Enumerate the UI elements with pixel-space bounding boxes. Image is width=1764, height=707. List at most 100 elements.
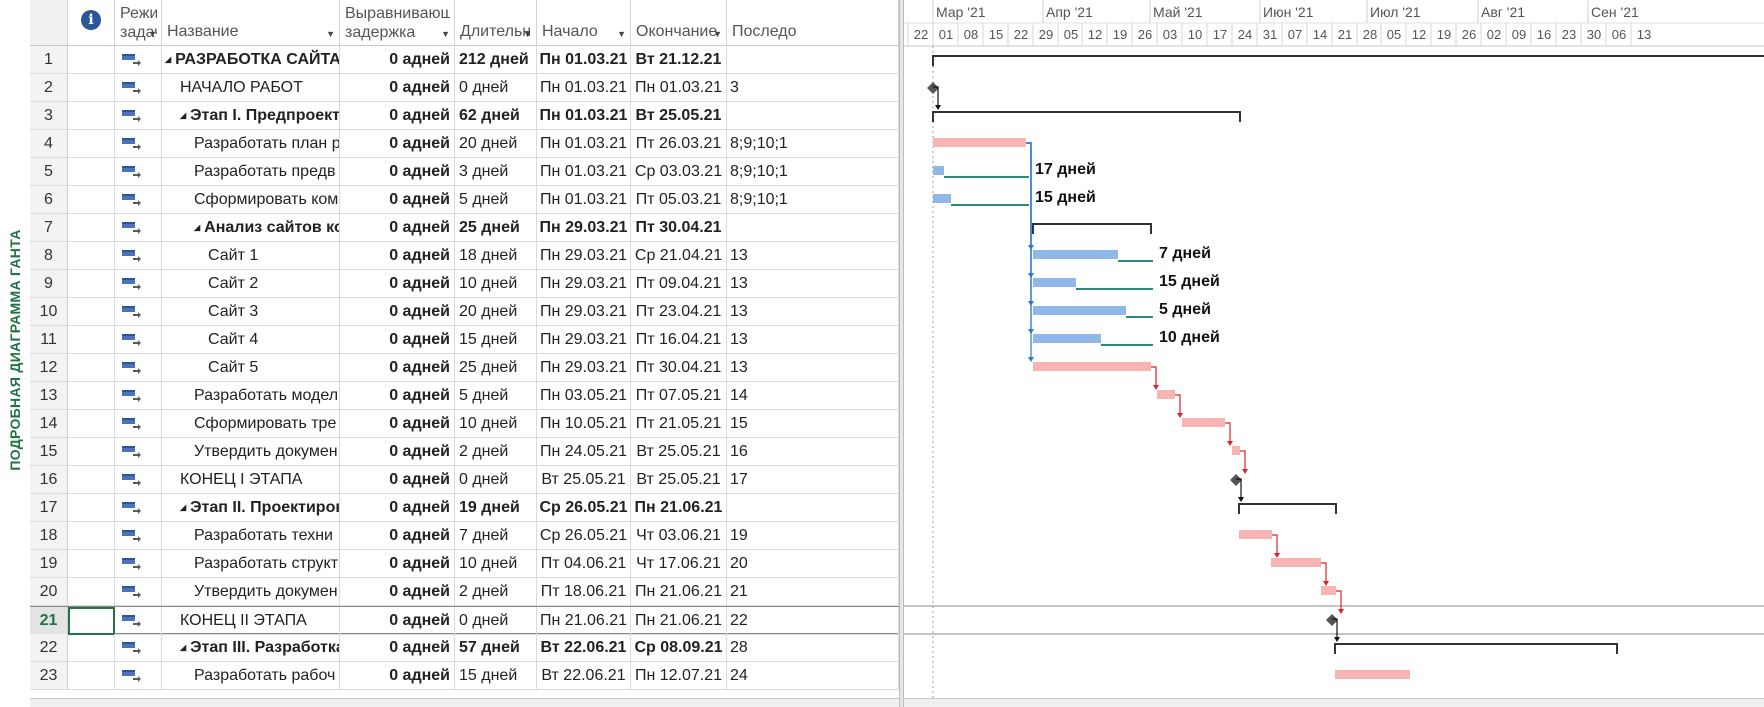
row-number[interactable]: 1 [30, 46, 68, 74]
indicator-cell[interactable] [68, 634, 115, 662]
collapse-triangle-icon[interactable]: ◢ [180, 111, 187, 120]
duration-cell[interactable]: 10 дней [455, 270, 537, 298]
start-cell[interactable]: Пн 29.03.21 [537, 270, 631, 298]
task-mode-cell[interactable] [115, 466, 162, 494]
start-cell[interactable]: Пн 01.03.21 [537, 74, 631, 102]
start-cell[interactable]: Пн 01.03.21 [537, 102, 631, 130]
indicator-cell[interactable] [68, 270, 115, 298]
start-cell[interactable]: Ср 26.05.21 [537, 522, 631, 550]
predecessors-cell[interactable]: 8;9;10;1 [727, 158, 899, 186]
task-row[interactable]: 10 Сайт 3 0 адней 20 дней Пн 29.03.21 Пт 23.0… [30, 298, 899, 326]
finish-cell[interactable]: Пн 21.06.21 [631, 494, 727, 522]
predecessors-cell[interactable]: 13 [727, 354, 899, 382]
task-row[interactable]: 3 ◢ Этап I. Предпроектн 0 адней 62 дней Пн 01… [30, 102, 899, 130]
row-number[interactable]: 10 [30, 298, 68, 326]
finish-cell[interactable]: Пт 23.04.21 [631, 298, 727, 326]
finish-cell[interactable]: Пн 21.06.21 [631, 607, 727, 635]
leveling-delay-cell[interactable]: 0 адней [340, 494, 455, 522]
task-row[interactable]: 7 ◢ Анализ сайтов кон 0 адней 25 дней Пн 29.0… [30, 214, 899, 242]
leveling-delay-cell[interactable]: 0 адней [340, 158, 455, 186]
task-row[interactable]: 5 Разработать предв 0 адней 3 дней Пн 01.03.… [30, 158, 899, 186]
collapse-triangle-icon[interactable]: ◢ [165, 55, 172, 64]
predecessors-cell[interactable]: 24 [727, 662, 899, 690]
start-cell[interactable]: Пн 29.03.21 [537, 298, 631, 326]
duration-cell[interactable]: 19 дней [455, 494, 537, 522]
finish-cell[interactable]: Пн 21.06.21 [631, 578, 727, 606]
start-cell[interactable]: Пн 29.03.21 [537, 354, 631, 382]
task-row[interactable]: 22 ◢ Этап III. Разработка 0 адней 57 дней Вт … [30, 634, 899, 662]
task-row[interactable]: 9 Сайт 2 0 адней 10 дней Пн 29.03.21 Пт 09.04… [30, 270, 899, 298]
critical-task-bar[interactable] [1335, 670, 1410, 679]
start-cell[interactable]: Пн 01.03.21 [537, 158, 631, 186]
duration-cell[interactable]: 62 дней [455, 102, 537, 130]
predecessors-cell[interactable]: 13 [727, 242, 899, 270]
leveling-delay-cell[interactable]: 0 адней [340, 270, 455, 298]
indicator-cell[interactable] [68, 102, 115, 130]
finish-cell[interactable]: Чт 17.06.21 [631, 550, 727, 578]
task-mode-cell[interactable] [115, 326, 162, 354]
finish-cell[interactable]: Пт 07.05.21 [631, 382, 727, 410]
predecessors-cell[interactable]: 20 [727, 550, 899, 578]
task-mode-cell[interactable] [115, 242, 162, 270]
leveling-delay-cell[interactable]: 0 адней [340, 102, 455, 130]
leveling-delay-cell[interactable]: 0 адней [340, 607, 455, 635]
finish-cell[interactable]: Ср 08.09.21 [631, 634, 727, 662]
task-name-cell[interactable]: ◢ Этап III. Разработка [162, 634, 340, 662]
start-cell[interactable]: Вт 22.06.21 [537, 662, 631, 690]
duration-cell[interactable]: 3 дней [455, 158, 537, 186]
column-header-start[interactable]: Начало ▼ [537, 0, 631, 46]
task-mode-cell[interactable] [115, 298, 162, 326]
predecessors-cell[interactable]: 8;9;10;1 [727, 130, 899, 158]
duration-cell[interactable]: 2 дней [455, 438, 537, 466]
task-row[interactable]: 6 Сформировать ком 0 адней 5 дней Пн 01.03.2… [30, 186, 899, 214]
predecessors-cell[interactable] [727, 102, 899, 130]
indicator-cell[interactable] [68, 494, 115, 522]
task-mode-cell[interactable] [115, 662, 162, 690]
critical-task-bar[interactable] [1157, 390, 1175, 399]
indicator-cell[interactable] [68, 607, 115, 635]
task-name-cell[interactable]: Сайт 3 [162, 298, 340, 326]
task-mode-cell[interactable] [115, 270, 162, 298]
start-cell[interactable]: Пн 03.05.21 [537, 382, 631, 410]
milestone-marker[interactable] [1230, 474, 1242, 486]
leveling-delay-cell[interactable]: 0 адней [340, 578, 455, 606]
leveling-delay-cell[interactable]: 0 адней [340, 382, 455, 410]
duration-cell[interactable]: 57 дней [455, 634, 537, 662]
finish-cell[interactable]: Пт 05.03.21 [631, 186, 727, 214]
task-name-cell[interactable]: ◢ Этап I. Предпроектн [162, 102, 340, 130]
finish-cell[interactable]: Пт 16.04.21 [631, 326, 727, 354]
finish-cell[interactable]: Вт 25.05.21 [631, 466, 727, 494]
start-cell[interactable]: Вт 25.05.21 [537, 466, 631, 494]
task-mode-cell[interactable] [115, 494, 162, 522]
milestone-marker[interactable] [1326, 614, 1338, 626]
predecessors-cell[interactable] [727, 494, 899, 522]
predecessors-cell[interactable] [727, 46, 899, 74]
duration-cell[interactable]: 10 дней [455, 550, 537, 578]
row-number[interactable]: 13 [30, 382, 68, 410]
task-name-cell[interactable]: Разработать рабоч [162, 662, 340, 690]
column-header-finish[interactable]: Окончание ▼ [631, 0, 727, 46]
column-header-indicators[interactable]: i [68, 0, 115, 46]
predecessors-cell[interactable]: 21 [727, 578, 899, 606]
task-row[interactable]: 17 ◢ Этап II. Проектирова 0 адней 19 дней Ср … [30, 494, 899, 522]
leveling-delay-cell[interactable]: 0 адней [340, 634, 455, 662]
task-name-cell[interactable]: Утвердить докумен [162, 578, 340, 606]
critical-task-bar[interactable] [1271, 558, 1321, 567]
start-cell[interactable]: Пн 21.06.21 [537, 607, 631, 635]
row-number[interactable]: 3 [30, 102, 68, 130]
collapse-triangle-icon[interactable]: ◢ [194, 223, 201, 232]
task-row[interactable]: 20 Утвердить докумен 0 адней 2 дней Пт 18.06… [30, 578, 899, 606]
task-mode-cell[interactable] [115, 438, 162, 466]
leveling-delay-cell[interactable]: 0 адней [340, 410, 455, 438]
start-cell[interactable]: Пн 01.03.21 [537, 130, 631, 158]
critical-task-bar[interactable] [1232, 446, 1240, 455]
row-number[interactable]: 15 [30, 438, 68, 466]
critical-task-bar[interactable] [1182, 418, 1225, 427]
row-number[interactable]: 9 [30, 270, 68, 298]
predecessors-cell[interactable]: 17 [727, 466, 899, 494]
column-header-duration[interactable]: Длительн ▼ [455, 0, 537, 46]
duration-cell[interactable]: 25 дней [455, 354, 537, 382]
filter-dropdown-icon[interactable]: ▼ [326, 29, 335, 39]
row-number[interactable]: 20 [30, 578, 68, 606]
